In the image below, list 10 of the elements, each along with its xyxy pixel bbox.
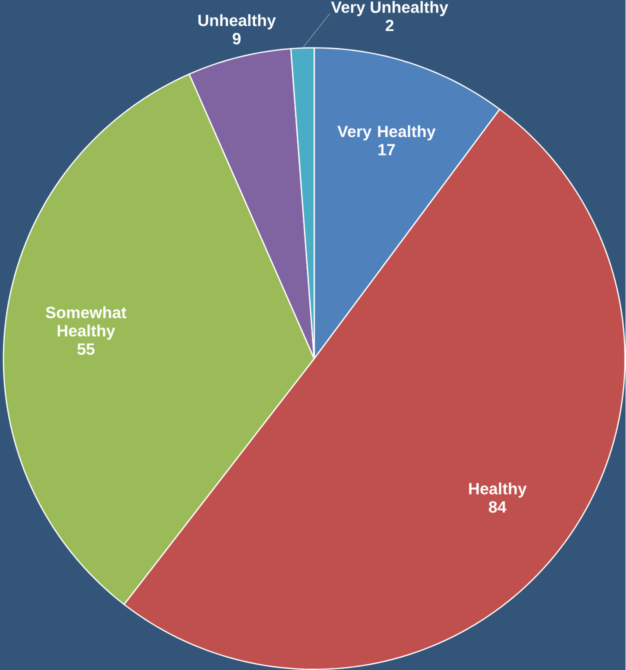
data-label: 84 xyxy=(489,501,507,513)
data-label: 2 xyxy=(386,20,394,32)
slice-label: Unhealthy xyxy=(198,14,276,30)
slice-label: Very Unhealthy xyxy=(331,1,448,16)
data-label: 17 xyxy=(378,144,396,156)
slice-label: Somewhat Healthy xyxy=(46,306,127,340)
slice-label: Healthy xyxy=(469,482,527,498)
data-label: 55 xyxy=(78,343,95,355)
data-label: 9 xyxy=(232,32,241,44)
slice-label: Very Healthy xyxy=(338,125,436,140)
